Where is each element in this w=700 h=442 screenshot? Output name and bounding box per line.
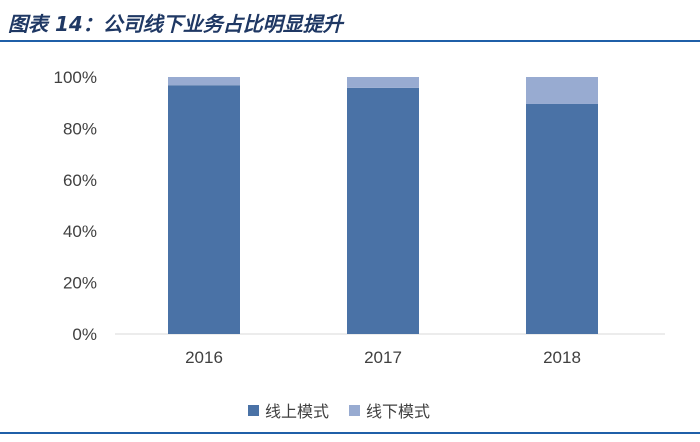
legend-item: 线上模式 — [248, 398, 329, 422]
y-tick-label: 60% — [63, 171, 97, 190]
bottom-rule — [0, 432, 700, 434]
legend-swatch — [248, 404, 259, 416]
figure-title: 图表 14：公司线下业务占比明显提升 — [8, 12, 343, 36]
legend-swatch — [349, 404, 361, 416]
x-tick-label: 2018 — [543, 348, 581, 367]
legend-label: 线上模式 — [265, 402, 330, 421]
bar-2016-series-1 — [168, 77, 240, 86]
y-tick-label: 80% — [63, 119, 97, 138]
y-tick-label: 40% — [63, 222, 97, 241]
y-tick-label: 100% — [54, 68, 97, 87]
legend-label: 线下模式 — [366, 402, 431, 421]
legend: 线上模式 线下模式 — [248, 398, 450, 422]
legend-item: 线下模式 — [349, 398, 430, 422]
bar-2017-series-0 — [347, 87, 419, 334]
bar-2018-series-1 — [526, 77, 598, 104]
bar-2016-series-0 — [168, 85, 240, 334]
x-tick-label: 2017 — [364, 348, 402, 367]
y-tick-label: 20% — [63, 274, 97, 293]
x-tick-label: 2016 — [185, 348, 223, 367]
bar-2017-series-1 — [347, 77, 419, 88]
top-rule — [0, 40, 700, 42]
bar-2018-series-0 — [526, 103, 598, 334]
y-tick-label: 0% — [72, 325, 97, 344]
